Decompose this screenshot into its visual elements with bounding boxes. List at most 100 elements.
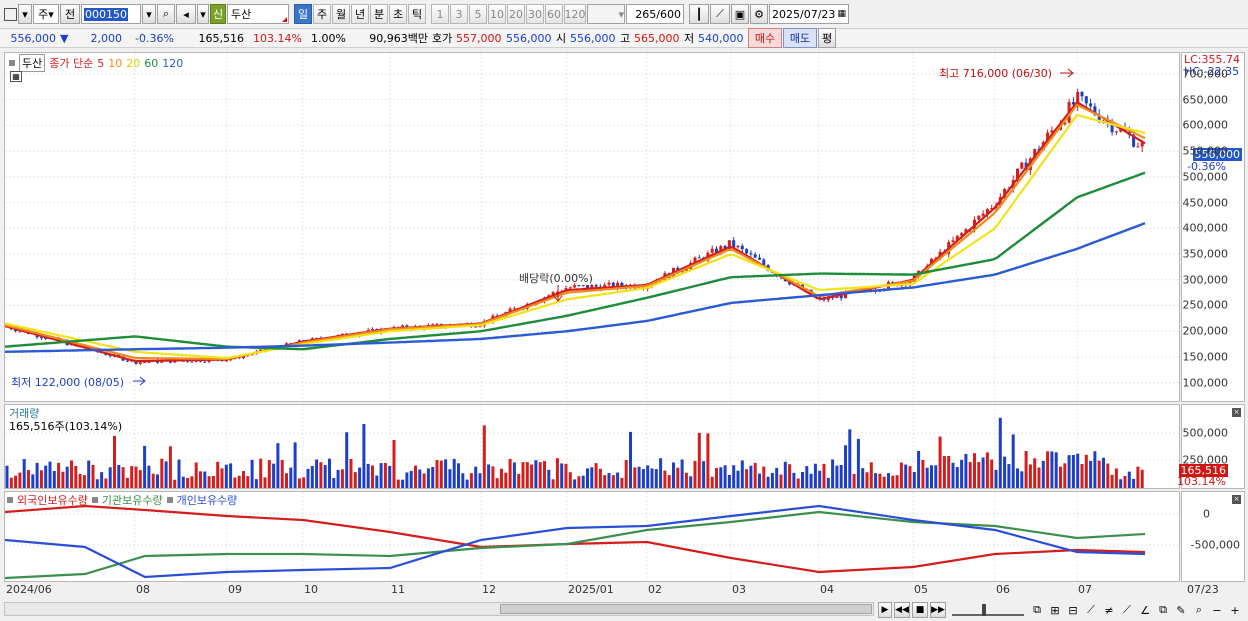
interval-button[interactable]: 120 — [564, 4, 586, 24]
interval-button[interactable]: 10 — [488, 4, 506, 24]
legend-foreign[interactable]: 외국인보유수량 — [17, 494, 88, 507]
volume-bar — [684, 472, 688, 488]
split-icon[interactable]: ⊟ — [1068, 603, 1078, 617]
stock-name-field[interactable]: 두산 — [227, 4, 289, 24]
sell-button[interactable]: 매도 — [783, 28, 817, 48]
save-icon[interactable]: ▣ — [731, 4, 749, 24]
legend-ma-60[interactable]: 60 — [144, 56, 159, 70]
volume-bar — [396, 479, 400, 488]
volume-panel[interactable]: 거래량 165,516주(103.14%) — [4, 404, 1180, 489]
shin-badge[interactable]: 신 — [210, 4, 226, 24]
line-tool-icon[interactable]: ⟋ — [710, 4, 730, 24]
volume-bar — [732, 465, 736, 488]
copy-icon[interactable]: ⧉ — [1033, 603, 1041, 616]
legend-stock-name[interactable]: 두산 — [19, 54, 46, 72]
speaker-dropdown-icon[interactable]: ▾ — [197, 4, 209, 24]
speaker-icon[interactable]: ◂ — [176, 4, 196, 24]
volume-bar — [259, 458, 263, 488]
zoom-out-icon[interactable]: − — [1212, 603, 1222, 617]
volume-bar — [5, 465, 9, 488]
fib-icon[interactable]: ≠ — [1104, 603, 1114, 617]
interval-button[interactable]: 60 — [545, 4, 563, 24]
candle-body — [143, 362, 147, 364]
date-field[interactable]: 2025/07/23 ▦ — [769, 4, 849, 24]
legend-individual[interactable]: 개인보유수량 — [176, 494, 238, 507]
volume-bar — [895, 475, 899, 488]
zoom-slider-handle[interactable] — [982, 604, 986, 616]
menu-dropdown-icon[interactable]: ▾ — [18, 4, 32, 24]
legend-ma-5[interactable]: 5 — [97, 56, 105, 70]
price-chart-svg[interactable] — [5, 53, 1179, 401]
stop-icon[interactable]: ■ — [912, 602, 928, 618]
volume-bar — [409, 470, 413, 488]
interval-select[interactable]: ▾ — [587, 4, 625, 24]
prev-button[interactable]: 전 — [60, 4, 80, 24]
gear-icon[interactable]: ⚙ — [750, 4, 768, 24]
zoom-in-icon[interactable]: + — [1230, 603, 1240, 617]
zoom-slider[interactable] — [952, 604, 1024, 616]
search-icon[interactable]: ⌕ — [157, 4, 175, 24]
legend-ma-10[interactable]: 10 — [108, 56, 123, 70]
price-tick: 550,000 — [1182, 144, 1229, 158]
volume-bar — [551, 479, 555, 488]
candle-body — [697, 257, 701, 259]
angle-icon[interactable]: ∠ — [1140, 603, 1150, 617]
candle-body — [1076, 91, 1080, 105]
volume-bar — [186, 478, 190, 488]
period-year-button[interactable]: 년 — [351, 4, 369, 24]
chart-scrollbar[interactable] — [4, 602, 874, 616]
volume-chart-svg[interactable] — [5, 405, 1179, 488]
draw-icon[interactable]: ✎ — [1176, 603, 1186, 617]
volume-bar — [727, 475, 731, 488]
interval-button[interactable]: 3 — [450, 4, 468, 24]
interval-button[interactable]: 30 — [526, 4, 544, 24]
window-icon[interactable] — [4, 7, 17, 21]
volume-bar — [1114, 468, 1118, 488]
rewind-icon[interactable]: ◀◀ — [894, 602, 910, 618]
candle-body — [551, 292, 555, 296]
scroll-right-icon[interactable]: ▶ — [878, 602, 892, 618]
tool-icon[interactable]: ⟋ — [1123, 603, 1131, 616]
holdings-panel[interactable]: 외국인보유수량 기관보유수량 개인보유수량 — [4, 491, 1180, 582]
volume-tick: 500,000 — [1182, 426, 1229, 440]
price-chart-panel[interactable]: 두산 종가 단순 5 10 20 60 120 ▦ 최고 716,000 (06… — [4, 52, 1180, 402]
period-month-button[interactable]: 월 — [332, 4, 350, 24]
calendar-icon[interactable]: ▦ — [837, 9, 846, 19]
legend-institution[interactable]: 기관보유수량 — [101, 494, 163, 507]
forward-icon[interactable]: ▶▶ — [930, 602, 946, 618]
period-tick-button[interactable]: 틱 — [408, 4, 426, 24]
period-minute-button[interactable]: 분 — [370, 4, 388, 24]
eval-button[interactable]: 평 — [818, 28, 836, 48]
layout-icon[interactable]: ⊞ — [1050, 603, 1060, 617]
volume-bar — [147, 465, 151, 488]
interval-button[interactable]: 5 — [469, 4, 487, 24]
text-icon[interactable]: ⧉ — [1159, 603, 1167, 616]
period-week-button[interactable]: 주 — [313, 4, 331, 24]
code-dropdown-icon[interactable]: ▾ — [142, 4, 156, 24]
holdings-chart-svg[interactable] — [5, 492, 1179, 581]
scrollbar-thumb[interactable] — [500, 604, 872, 614]
panel-close-icon[interactable]: × — [1232, 495, 1241, 504]
legend-ma-120[interactable]: 120 — [162, 56, 184, 70]
period-day-button[interactable]: 일 — [294, 4, 312, 24]
buy-button[interactable]: 매수 — [748, 28, 782, 48]
zoom-icon[interactable]: ⌕ — [1195, 603, 1203, 616]
grid-toggle-icon[interactable]: ▦ — [10, 71, 22, 82]
count-field[interactable]: 265/600 — [626, 4, 684, 24]
market-select[interactable]: 주 ▾ — [33, 4, 59, 24]
volume-bar — [650, 468, 654, 488]
candle-body — [1016, 168, 1019, 181]
volume-bar — [796, 478, 800, 488]
interval-button[interactable]: 1 — [431, 4, 449, 24]
period-second-button[interactable]: 초 — [389, 4, 407, 24]
trend-icon[interactable]: ⟋ — [1087, 603, 1095, 616]
legend-ma-20[interactable]: 20 — [126, 56, 141, 70]
price-legend: 두산 종가 단순 5 10 20 60 120 — [7, 54, 183, 72]
panel-close-icon[interactable]: × — [1232, 408, 1241, 417]
volume-bar — [882, 476, 886, 488]
interval-button[interactable]: 20 — [507, 4, 525, 24]
volume-bar — [138, 470, 142, 488]
candle-icon[interactable]: ┃ — [689, 4, 709, 24]
stock-code-input[interactable]: 000150 — [81, 4, 141, 24]
